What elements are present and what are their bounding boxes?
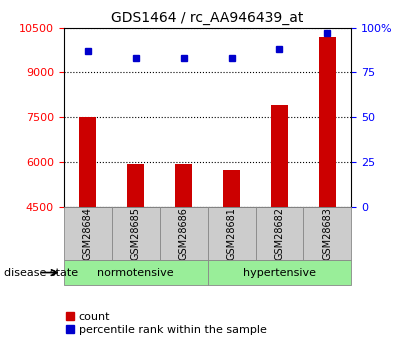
- Text: GSM28682: GSM28682: [275, 207, 284, 260]
- Bar: [319, 37, 336, 207]
- Legend: count, percentile rank within the sample: count, percentile rank within the sample: [61, 307, 271, 339]
- Text: GSM28686: GSM28686: [179, 207, 189, 260]
- Text: GSM28681: GSM28681: [226, 207, 236, 260]
- Bar: [64, 260, 208, 285]
- Bar: [127, 164, 144, 207]
- Bar: [303, 207, 351, 260]
- Text: normotensive: normotensive: [97, 268, 174, 277]
- Bar: [159, 207, 208, 260]
- Bar: [175, 164, 192, 207]
- Text: disease state: disease state: [4, 268, 78, 277]
- Title: GDS1464 / rc_AA946439_at: GDS1464 / rc_AA946439_at: [111, 11, 304, 25]
- Bar: [79, 117, 96, 207]
- Bar: [271, 105, 288, 207]
- Text: GSM28685: GSM28685: [131, 207, 141, 260]
- Bar: [223, 170, 240, 207]
- Text: hypertensive: hypertensive: [243, 268, 316, 277]
- Bar: [208, 260, 351, 285]
- Bar: [64, 207, 112, 260]
- Text: GSM28684: GSM28684: [83, 207, 92, 260]
- Bar: [112, 207, 159, 260]
- Text: GSM28683: GSM28683: [323, 207, 332, 260]
- Bar: [256, 207, 303, 260]
- Bar: [208, 207, 256, 260]
